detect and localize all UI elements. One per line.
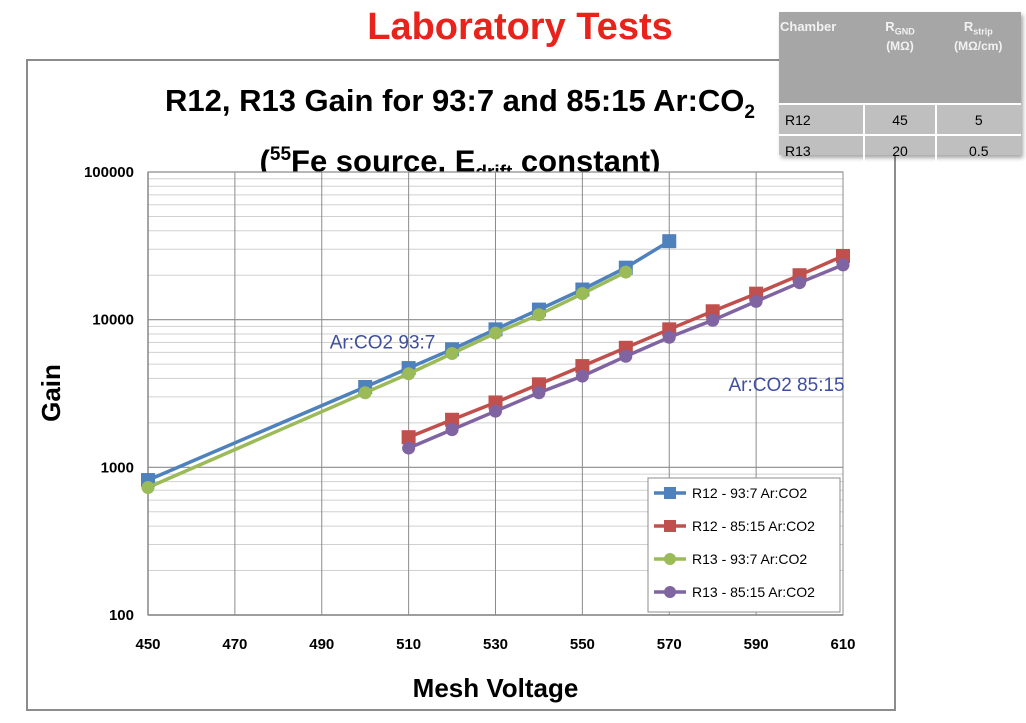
- data-point: [662, 330, 676, 344]
- x-tick-label: 550: [570, 636, 595, 653]
- series-annotation: Ar:CO2 93:7: [330, 333, 436, 354]
- chart-title-line1: R12, R13 Gain for 93:7 and 85:15 Ar:CO2: [100, 80, 820, 134]
- legend-label: R12 - 93:7 Ar:CO2: [692, 485, 807, 501]
- plot-border: [147, 171, 844, 616]
- data-point: [662, 234, 677, 249]
- legend-marker: [664, 586, 676, 598]
- legend-label: R13 - 85:15 Ar:CO2: [692, 584, 815, 600]
- data-point: [532, 386, 546, 400]
- legend-marker: [664, 487, 676, 499]
- series-line: [147, 270, 627, 490]
- data-point: [141, 481, 155, 495]
- data-point: [706, 313, 720, 327]
- table-row: R13 20 0.5: [779, 134, 1021, 165]
- series-annotation: Ar:CO2 85:15: [728, 375, 844, 396]
- header-rstrip-sub: strip: [973, 26, 993, 37]
- data-point: [619, 265, 633, 279]
- header-rgnd-unit: (MΩ): [886, 38, 914, 53]
- header-rstrip-main: R: [963, 19, 974, 34]
- table-row: R12 45 5: [779, 103, 1021, 135]
- data-point: [793, 276, 807, 290]
- legend-box: [647, 477, 841, 613]
- header-chamber: Chamber: [779, 12, 865, 104]
- data-point: [445, 347, 459, 361]
- header-rgnd: RGND (MΩ): [864, 12, 936, 104]
- data-point: [358, 386, 372, 400]
- data-point: [532, 308, 546, 322]
- cell-chamber: R13: [779, 134, 865, 165]
- data-point: [445, 423, 459, 437]
- y-tick-label: 100000: [84, 164, 134, 181]
- x-tick-label: 470: [222, 636, 247, 653]
- x-tick-label: 450: [135, 636, 160, 653]
- data-point: [749, 294, 763, 308]
- cell-rstrip: 5: [934, 103, 1021, 135]
- header-rstrip-unit: (MΩ/cm): [954, 38, 1003, 53]
- data-point: [575, 287, 589, 301]
- legend-marker: [664, 553, 676, 565]
- chart-title-subscript: 2: [744, 102, 755, 124]
- y-tick-label: 1000: [101, 459, 134, 476]
- x-tick-label: 530: [483, 636, 508, 653]
- chart-title-line1-text: R12, R13 Gain for 93:7 and 85:15 Ar:CO: [164, 83, 745, 118]
- data-point: [619, 349, 633, 363]
- chart-title-superscript: 55: [269, 144, 292, 166]
- table-header-row: Chamber RGND (MΩ) Rstrip (MΩ/cm): [779, 12, 1021, 104]
- cell-rgnd: 45: [863, 103, 936, 135]
- legend-label: R13 - 93:7 Ar:CO2: [692, 551, 807, 567]
- cell-rstrip: 0.5: [934, 134, 1021, 165]
- chart-title-open: (: [259, 143, 270, 179]
- header-rstrip: Rstrip (MΩ/cm): [935, 12, 1021, 104]
- x-tick-label: 590: [744, 636, 769, 653]
- x-tick-label: 610: [830, 636, 855, 653]
- header-rgnd-main: R: [885, 19, 895, 34]
- legend-label: R12 - 85:15 Ar:CO2: [692, 518, 815, 534]
- data-point: [402, 441, 416, 455]
- cell-chamber: R12: [779, 103, 865, 135]
- resistance-table: Chamber RGND (MΩ) Rstrip (MΩ/cm) R12 45 5 …: [779, 12, 1021, 165]
- x-tick-label: 490: [309, 636, 334, 653]
- data-point: [489, 326, 502, 340]
- data-point: [489, 404, 502, 418]
- header-rgnd-sub: GND: [894, 26, 915, 37]
- y-axis-label: Gain: [36, 364, 66, 422]
- data-point: [836, 258, 850, 272]
- cell-rgnd: 20: [863, 134, 936, 165]
- slide-title: Laboratory Tests: [367, 6, 673, 48]
- x-axis-label: Mesh Voltage: [413, 673, 579, 703]
- x-tick-label: 570: [657, 636, 682, 653]
- data-point: [402, 367, 416, 381]
- y-tick-label: 10000: [92, 312, 134, 329]
- data-point: [575, 369, 589, 383]
- x-tick-label: 510: [396, 636, 421, 653]
- y-tick-label: 100: [109, 607, 134, 624]
- legend-marker: [664, 520, 676, 532]
